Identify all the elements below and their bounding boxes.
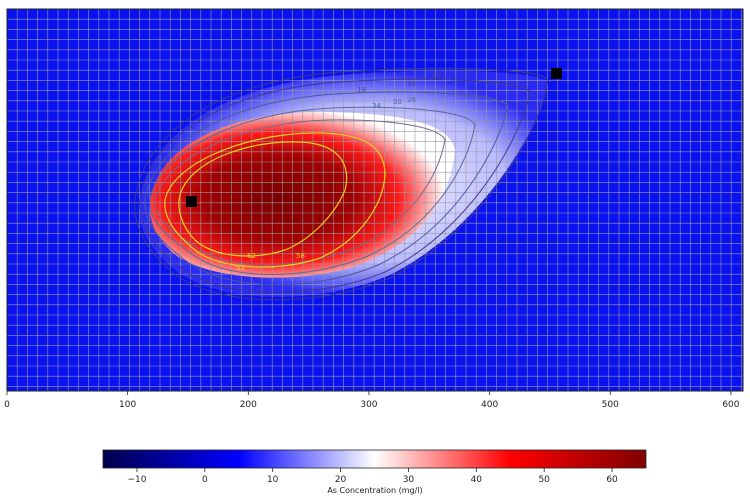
colorbar-tick-label: 60 xyxy=(606,475,618,485)
contour-label: 34 xyxy=(372,102,381,110)
contour-lines xyxy=(134,67,549,301)
colorbar-ticks: −10 0 10 20 30 40 50 60 xyxy=(127,468,618,485)
contour-line-mid-2 xyxy=(154,119,446,266)
colorbar-tick-label: 0 xyxy=(202,475,208,485)
colorbar: −10 0 10 20 30 40 50 60 As Concentration (mg/l) xyxy=(102,449,647,495)
contour-label: 14 xyxy=(407,80,416,88)
colorbar-tick-label: −10 xyxy=(127,475,146,485)
colorbar-tick-label: 40 xyxy=(471,475,483,485)
x-tick-label: 600 xyxy=(722,400,739,410)
contour-label: 18 xyxy=(432,72,441,80)
x-tick-label: 100 xyxy=(119,400,136,410)
contour-line-62 xyxy=(178,141,348,257)
colorbar-tick-label: 30 xyxy=(403,475,415,485)
colorbar-tick-label: 10 xyxy=(267,475,279,485)
contour-line-mid-1 xyxy=(149,106,476,275)
x-tick-label: 200 xyxy=(240,400,257,410)
well-marker xyxy=(186,196,197,207)
colorbar-label: As Concentration (mg/l) xyxy=(327,486,422,495)
colorbar-gradient xyxy=(102,449,647,469)
contour-label: 30 xyxy=(393,98,402,106)
contour-label: 62 xyxy=(247,252,256,260)
contour-line-outer-3 xyxy=(144,91,509,286)
contour-label: 58 xyxy=(296,252,305,260)
x-tick-label: 400 xyxy=(481,400,498,410)
contour-line-58 xyxy=(164,132,386,268)
x-axis: 0 100 200 300 400 500 600 xyxy=(4,391,740,410)
contour-line-outer-2 xyxy=(139,78,531,293)
x-tick-label: 0 xyxy=(4,400,10,410)
contour-label: 18 xyxy=(357,86,366,94)
colorbar-tick-label: 50 xyxy=(538,475,550,485)
well-marker xyxy=(551,68,562,79)
colorbar-tick-label: 20 xyxy=(335,475,347,485)
grid xyxy=(7,9,743,391)
contour-label: 26 xyxy=(407,96,416,104)
contour-line-outer-1 xyxy=(134,67,549,301)
x-tick-label: 300 xyxy=(360,400,377,410)
x-tick-label: 500 xyxy=(602,400,619,410)
contour-label: 52 xyxy=(236,264,245,272)
